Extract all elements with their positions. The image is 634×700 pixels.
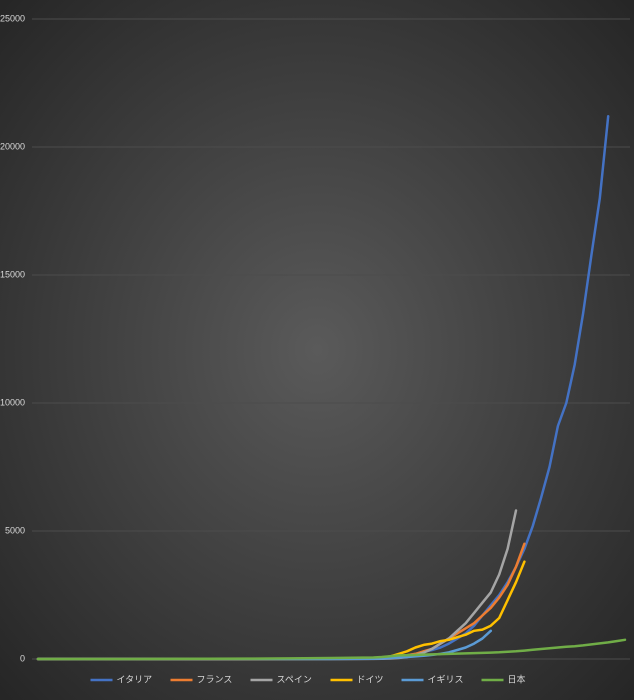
- y-tick-label: 5000: [5, 525, 25, 535]
- y-tick-label: 0: [20, 653, 25, 663]
- legend-label: ドイツ: [357, 674, 384, 684]
- legend-label: フランス: [197, 674, 233, 684]
- legend-label: 日本: [508, 673, 526, 684]
- legend-label: スペイン: [277, 674, 312, 684]
- legend-label: イタリア: [117, 674, 153, 684]
- y-tick-label: 20000: [0, 141, 25, 151]
- y-tick-label: 25000: [0, 13, 25, 23]
- y-tick-label: 10000: [0, 397, 25, 407]
- legend-label: イギリス: [428, 674, 464, 684]
- y-tick-label: 15000: [0, 269, 25, 279]
- series-line: [36, 638, 627, 661]
